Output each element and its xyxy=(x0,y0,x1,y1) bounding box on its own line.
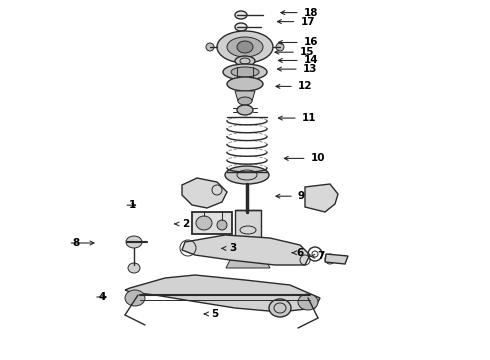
Ellipse shape xyxy=(217,31,273,63)
Text: 12: 12 xyxy=(298,81,313,91)
Ellipse shape xyxy=(276,43,284,51)
Text: 14: 14 xyxy=(304,55,318,66)
Polygon shape xyxy=(182,178,227,208)
Text: 7: 7 xyxy=(318,251,325,261)
Ellipse shape xyxy=(227,37,263,57)
Text: 5: 5 xyxy=(212,309,219,319)
Text: 9: 9 xyxy=(298,191,305,201)
Ellipse shape xyxy=(231,67,259,77)
Ellipse shape xyxy=(196,216,212,230)
Ellipse shape xyxy=(235,56,255,66)
Ellipse shape xyxy=(235,23,247,31)
Text: 10: 10 xyxy=(311,153,325,163)
Bar xyxy=(192,212,232,234)
Polygon shape xyxy=(226,260,270,268)
Ellipse shape xyxy=(237,105,253,115)
Polygon shape xyxy=(305,184,338,212)
Ellipse shape xyxy=(298,294,318,310)
Ellipse shape xyxy=(126,236,142,248)
Ellipse shape xyxy=(223,64,267,80)
Text: 13: 13 xyxy=(303,64,318,74)
Text: 11: 11 xyxy=(302,113,317,123)
Ellipse shape xyxy=(225,166,269,184)
Text: 16: 16 xyxy=(304,37,318,48)
Text: 8: 8 xyxy=(73,238,80,248)
Polygon shape xyxy=(325,254,348,264)
Bar xyxy=(235,210,261,260)
Ellipse shape xyxy=(227,77,263,91)
Text: 3: 3 xyxy=(229,243,236,253)
Ellipse shape xyxy=(217,220,227,230)
Ellipse shape xyxy=(269,299,291,317)
Ellipse shape xyxy=(125,290,145,306)
Text: 1: 1 xyxy=(128,200,136,210)
Text: 18: 18 xyxy=(304,8,318,18)
Polygon shape xyxy=(125,275,320,312)
Ellipse shape xyxy=(237,41,253,53)
Polygon shape xyxy=(182,235,310,265)
Ellipse shape xyxy=(238,97,252,105)
Polygon shape xyxy=(235,91,255,101)
Ellipse shape xyxy=(235,11,247,19)
Ellipse shape xyxy=(128,263,140,273)
Text: 17: 17 xyxy=(300,17,315,27)
Text: 6: 6 xyxy=(296,248,304,258)
Ellipse shape xyxy=(206,43,214,51)
Text: 15: 15 xyxy=(300,47,315,57)
Text: 4: 4 xyxy=(98,292,105,302)
Text: 2: 2 xyxy=(182,219,190,229)
